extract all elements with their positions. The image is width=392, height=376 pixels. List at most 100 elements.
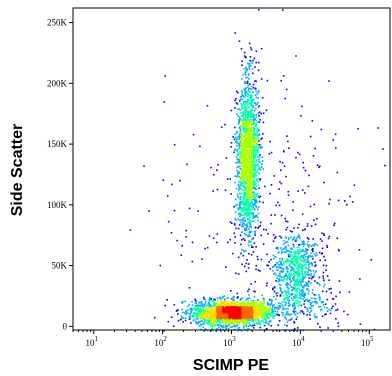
data-point <box>206 308 209 310</box>
data-point <box>323 283 326 286</box>
data-point <box>255 138 258 141</box>
data-point <box>299 263 301 266</box>
data-point <box>250 99 253 101</box>
data-point <box>279 294 282 296</box>
data-point <box>247 139 249 142</box>
data-point <box>249 219 251 222</box>
data-point <box>234 217 236 220</box>
data-point <box>255 199 257 201</box>
data-point <box>243 216 246 219</box>
data-point <box>201 316 203 319</box>
data-point <box>309 314 311 316</box>
data-point <box>286 275 289 278</box>
data-point <box>254 309 257 312</box>
data-point <box>268 311 270 314</box>
data-point <box>241 142 244 145</box>
data-point <box>223 307 226 309</box>
data-point <box>204 312 207 314</box>
data-point <box>286 270 289 272</box>
data-point <box>234 126 236 129</box>
data-point <box>239 219 241 221</box>
data-point <box>227 300 230 303</box>
data-point <box>284 313 287 316</box>
data-point <box>302 240 305 243</box>
data-point <box>225 266 227 268</box>
data-point <box>245 119 248 122</box>
data-point <box>251 186 254 188</box>
data-point <box>219 317 221 320</box>
data-point <box>311 297 313 300</box>
data-point <box>284 291 287 293</box>
data-point <box>235 304 238 306</box>
data-point <box>303 250 306 253</box>
data-point <box>219 308 222 310</box>
data-point <box>214 306 216 309</box>
data-point <box>235 187 238 190</box>
data-point <box>292 237 295 240</box>
data-point <box>234 148 236 151</box>
data-point <box>273 265 276 267</box>
data-point <box>246 146 248 149</box>
data-point <box>296 312 299 315</box>
data-point <box>244 192 246 195</box>
data-point <box>307 300 309 303</box>
data-point <box>213 303 216 306</box>
data-point <box>285 250 288 253</box>
data-point <box>245 215 248 217</box>
data-point <box>245 213 248 216</box>
data-point <box>244 303 246 305</box>
data-point <box>286 310 289 313</box>
data-point <box>242 206 245 209</box>
data-point <box>245 76 247 79</box>
data-point <box>249 316 252 318</box>
data-point <box>249 184 251 186</box>
data-point <box>163 101 166 103</box>
data-point <box>299 276 302 279</box>
data-point <box>246 169 249 172</box>
data-point <box>313 313 316 316</box>
data-point <box>251 120 253 122</box>
data-point <box>253 233 256 235</box>
data-point <box>248 169 250 172</box>
data-point <box>269 314 271 317</box>
data-point <box>285 241 287 243</box>
data-point <box>236 305 238 307</box>
data-point <box>245 138 247 140</box>
data-point <box>268 303 271 305</box>
data-point <box>257 168 260 170</box>
data-point <box>243 206 246 208</box>
data-point <box>247 122 249 125</box>
data-point <box>325 290 328 293</box>
data-point <box>302 243 305 245</box>
plot-area-background <box>73 8 390 330</box>
data-point <box>312 270 315 272</box>
data-point <box>248 111 250 113</box>
data-point <box>210 306 212 308</box>
data-point <box>313 275 315 277</box>
data-point <box>249 131 252 133</box>
data-point <box>223 305 226 307</box>
data-point <box>246 259 248 261</box>
data-point <box>238 121 240 124</box>
data-point <box>222 318 224 320</box>
data-point <box>277 248 279 250</box>
data-point <box>254 188 257 190</box>
data-point <box>248 87 250 90</box>
data-point <box>245 204 248 207</box>
data-point <box>196 309 199 311</box>
data-point <box>244 170 247 172</box>
data-point <box>253 179 255 182</box>
data-point <box>293 275 295 278</box>
data-point <box>304 267 307 270</box>
data-point <box>240 120 242 122</box>
data-point <box>245 187 247 189</box>
data-point <box>246 120 249 123</box>
data-point <box>222 310 225 312</box>
data-point <box>238 137 241 140</box>
data-point <box>302 255 305 257</box>
data-point <box>242 74 244 76</box>
data-point <box>244 162 246 165</box>
data-point <box>297 246 300 249</box>
data-point <box>249 178 251 181</box>
data-point <box>260 47 263 50</box>
